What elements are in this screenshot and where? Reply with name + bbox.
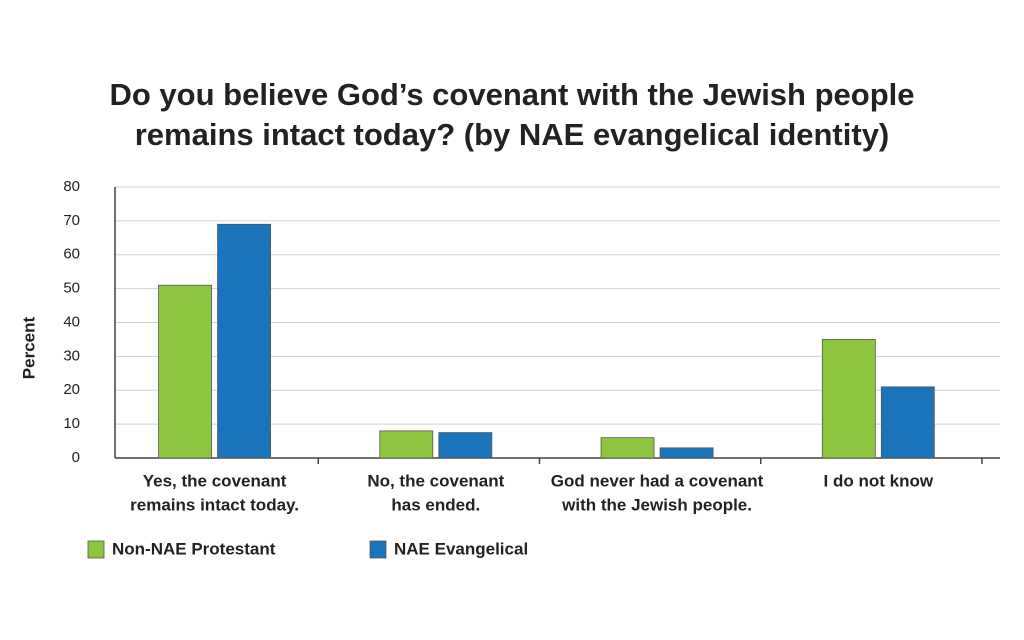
y-tick-label: 80: [63, 178, 80, 195]
x-tick-label: with the Jewish people.: [561, 495, 752, 514]
bar: [600, 437, 655, 459]
y-tick-label: 40: [63, 313, 80, 330]
x-tick-label: No, the covenant: [367, 471, 504, 490]
y-tick-label: 10: [63, 415, 80, 432]
x-tick-label: has ended.: [391, 495, 480, 514]
y-tick-label: 0: [72, 449, 80, 466]
y-tick-label: 20: [63, 381, 80, 398]
bar: [438, 432, 493, 459]
bar: [217, 223, 271, 459]
x-tick-label: remains intact today.: [130, 495, 299, 514]
x-tick-label: Yes, the covenant: [143, 471, 287, 490]
x-tick-label: I do not know: [824, 471, 934, 490]
bar: [659, 447, 714, 459]
y-tick-label: 30: [63, 347, 80, 364]
bar: [379, 430, 434, 459]
legend-swatch: [369, 540, 387, 559]
legend-label: Non-NAE Protestant: [112, 539, 276, 558]
bar: [880, 386, 935, 459]
y-tick-label: 50: [63, 280, 80, 297]
chart-title: Do you believe God’s covenant with the J…: [109, 77, 914, 112]
y-axis-label: Percent: [19, 316, 38, 379]
x-tick-label: God never had a covenant: [551, 471, 764, 490]
y-tick-label: 70: [63, 212, 80, 229]
bar: [821, 339, 876, 459]
legend-swatch: [87, 540, 105, 559]
chart-title: remains intact today? (by NAE evangelica…: [135, 117, 890, 152]
y-tick-label: 60: [63, 246, 80, 263]
bar: [158, 284, 212, 459]
legend-label: NAE Evangelical: [394, 539, 528, 558]
